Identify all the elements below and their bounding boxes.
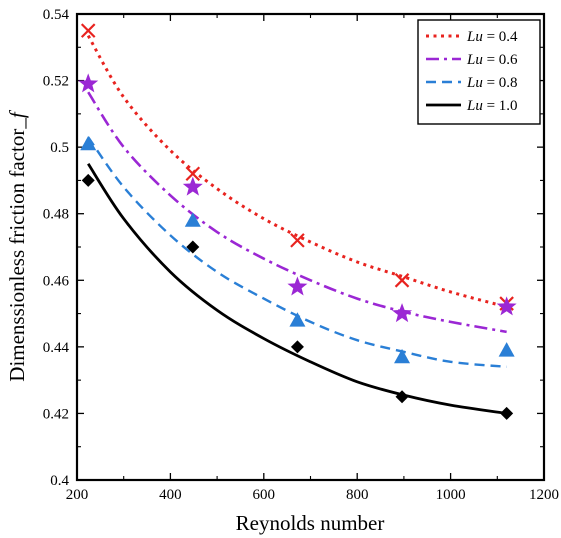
x-tick-label: 800 (346, 487, 369, 503)
legend-label: Lu = 0.8 (466, 75, 518, 91)
data-point-x (394, 273, 410, 288)
fit-curve-04 (86, 34, 508, 309)
x-tick-label: 600 (253, 487, 276, 503)
y-tick-label: 0.5 (50, 140, 69, 156)
x-tick-label: 400 (159, 487, 182, 503)
axis-ticks: 200 400 600 800 1000 1200 0.4 0.42 0.44 0.46 0.48 0… (43, 7, 559, 503)
data-point-triangle (184, 212, 201, 227)
legend: Lu = 0.4Lu = 0.6Lu = 0.8Lu = 1.0 (417, 19, 541, 125)
legend-label-var: Lu (466, 98, 483, 114)
data-point-diamond (395, 390, 409, 404)
marker-stroke (394, 273, 410, 288)
legend-label-value: = 1.0 (483, 98, 518, 114)
legend-label-value: = 0.8 (483, 75, 518, 91)
legend-label-var: Lu (466, 52, 483, 68)
data-point-star (78, 73, 99, 93)
data-point-triangle (289, 312, 306, 327)
y-tick-label: 0.52 (43, 74, 69, 90)
y-tick-label: 0.42 (43, 406, 69, 422)
x-axis-title: Reynolds number (236, 511, 385, 535)
marker-stroke (80, 23, 96, 38)
data-point-triangle (80, 135, 97, 151)
data-point-diamond (500, 406, 514, 420)
data-point-diamond (81, 173, 95, 187)
fit-curve-06 (87, 91, 507, 334)
data-point-diamond (290, 340, 304, 354)
data-point-triangle (498, 342, 515, 357)
data-point-star (182, 176, 203, 196)
data-point-star (287, 276, 308, 296)
marker-stroke (290, 233, 305, 248)
y-axis-title-main: Dimenssionless friction factor_ (5, 118, 29, 382)
y-tick-label: 0.48 (43, 207, 69, 223)
y-tick-label: 0.4 (50, 473, 69, 489)
data-point-x (290, 233, 305, 248)
fit-curves (86, 34, 508, 415)
legend-label: Lu = 0.4 (466, 29, 518, 45)
legend-items: Lu = 0.4Lu = 0.6Lu = 0.8Lu = 1.0 (426, 29, 518, 114)
legend-label-value: = 0.6 (483, 52, 518, 68)
y-axis-title: Dimenssionless friction factor_f (5, 109, 29, 382)
y-tick-label: 0.54 (43, 7, 70, 23)
data-point-star (392, 303, 413, 323)
data-markers (78, 23, 517, 420)
fit-curve-10 (87, 163, 507, 415)
y-tick-label: 0.46 (43, 273, 70, 289)
fit-curve-08 (87, 136, 507, 369)
data-point-x (80, 23, 96, 38)
x-tick-label: 1200 (529, 487, 559, 503)
legend-label: Lu = 1.0 (466, 98, 518, 114)
data-point-triangle (394, 348, 411, 364)
legend-label-value: = 0.4 (483, 29, 518, 45)
x-tick-label: 200 (66, 487, 89, 503)
legend-label-var: Lu (466, 29, 483, 45)
legend-box (417, 19, 541, 125)
marker-stroke (185, 166, 201, 182)
data-point-diamond (186, 240, 200, 254)
data-point-x (185, 166, 201, 182)
legend-label: Lu = 0.6 (466, 52, 518, 68)
data-point-star (496, 296, 517, 316)
legend-label-var: Lu (466, 75, 483, 91)
y-axis-title-italic: f (5, 109, 29, 118)
x-tick-label: 1000 (436, 487, 466, 503)
y-tick-label: 0.44 (43, 340, 70, 356)
